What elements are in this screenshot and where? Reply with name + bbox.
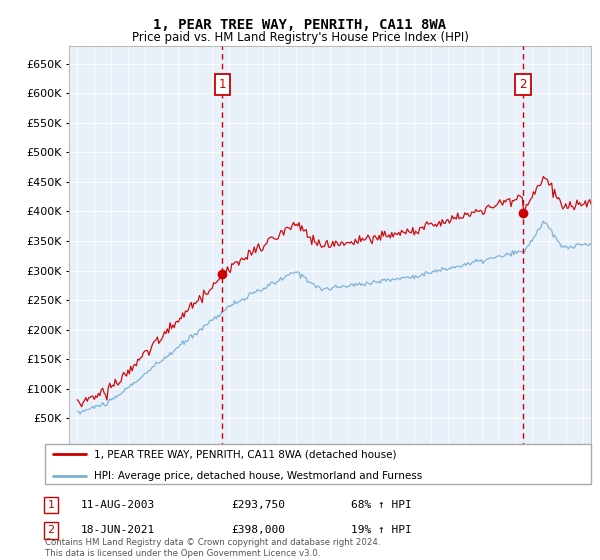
Text: 1, PEAR TREE WAY, PENRITH, CA11 8WA (detached house): 1, PEAR TREE WAY, PENRITH, CA11 8WA (det…: [94, 449, 397, 459]
Text: 2: 2: [47, 525, 55, 535]
Text: 68% ↑ HPI: 68% ↑ HPI: [351, 500, 412, 510]
Text: Contains HM Land Registry data © Crown copyright and database right 2024.
This d: Contains HM Land Registry data © Crown c…: [45, 538, 380, 558]
FancyBboxPatch shape: [45, 444, 591, 484]
Text: 11-AUG-2003: 11-AUG-2003: [81, 500, 155, 510]
Text: 1: 1: [47, 500, 55, 510]
Text: £293,750: £293,750: [231, 500, 285, 510]
Text: 1: 1: [218, 78, 226, 91]
Text: £398,000: £398,000: [231, 525, 285, 535]
Text: HPI: Average price, detached house, Westmorland and Furness: HPI: Average price, detached house, West…: [94, 470, 422, 480]
Text: 1, PEAR TREE WAY, PENRITH, CA11 8WA: 1, PEAR TREE WAY, PENRITH, CA11 8WA: [154, 18, 446, 32]
Text: Price paid vs. HM Land Registry's House Price Index (HPI): Price paid vs. HM Land Registry's House …: [131, 31, 469, 44]
Text: 18-JUN-2021: 18-JUN-2021: [81, 525, 155, 535]
Text: 2: 2: [519, 78, 527, 91]
Text: 19% ↑ HPI: 19% ↑ HPI: [351, 525, 412, 535]
